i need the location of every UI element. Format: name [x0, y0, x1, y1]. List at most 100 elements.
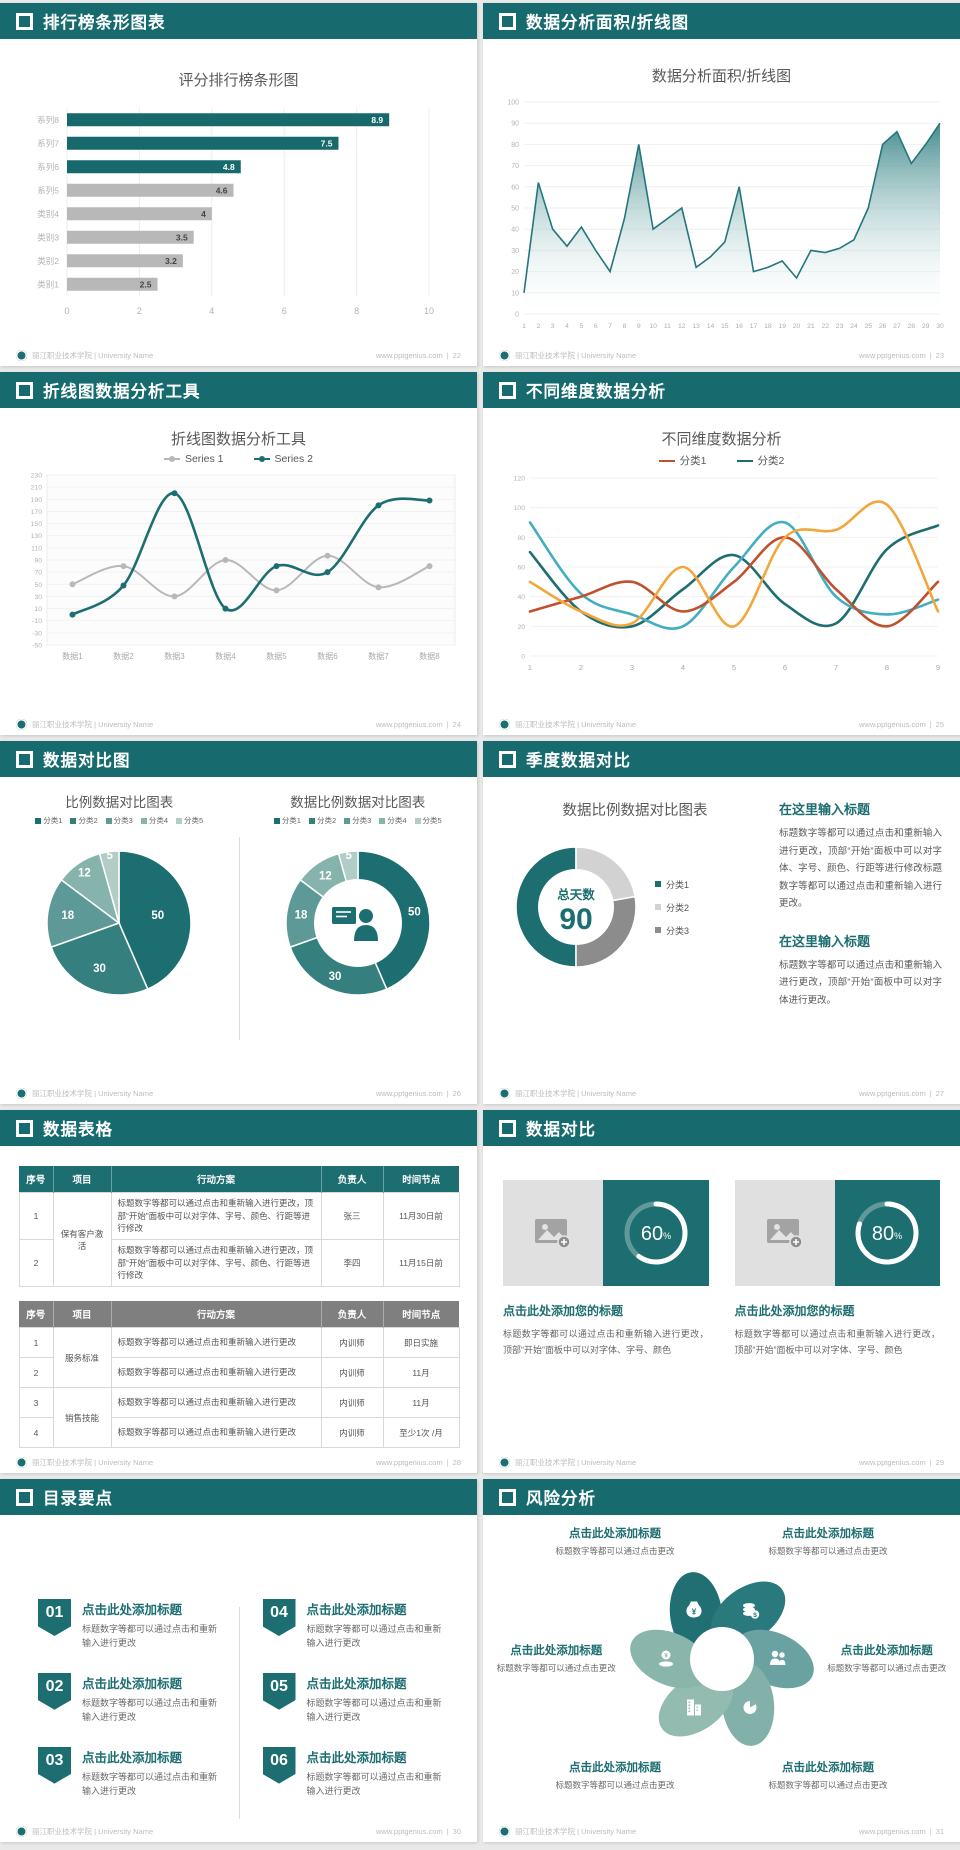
svg-text:18: 18 [62, 910, 75, 922]
square-bullet-icon [499, 1119, 516, 1137]
slide-26-pie-comparison[interactable]: 数据对比图 比例数据对比图表 分类1 分类2 分类3 分类4 分类5 50 30 1… [0, 741, 477, 1104]
svg-text:13: 13 [692, 323, 700, 330]
school-logo-icon [499, 350, 510, 361]
slide-31-risk-analysis[interactable]: 风险分析 点击此处添加标题 标题数字等都可以通过点击更改 点击此处添加标题 标题… [483, 1479, 960, 1842]
svg-text:类别4: 类别4 [37, 209, 59, 219]
slide-22-ranking-bar[interactable]: 排行榜条形图表 评分排行榜条形图 0 2 4 6 8 10 系列8 8.9 系列7 7.5 系列6 4… [0, 3, 477, 366]
legend-item: 分类4 [140, 815, 168, 826]
svg-text:7.5: 7.5 [320, 138, 332, 148]
svg-text:16: 16 [735, 323, 743, 330]
svg-text:-30: -30 [32, 630, 42, 637]
slide-25-multiline-chart[interactable]: 不同维度数据分析 不同维度数据分析 分类1 分类2 0 20 40 60 80 100 12… [483, 372, 960, 735]
item-body: 标题数字等都可以通过点击和重新输入进行更改 [306, 1697, 442, 1723]
svg-text:类别2: 类别2 [37, 256, 59, 266]
image-placeholder [734, 1180, 835, 1286]
progress-panel: 80% [834, 1180, 940, 1286]
chart-title: 数据比例数据对比图表 [290, 795, 426, 810]
svg-text:系列6: 系列6 [37, 162, 59, 172]
svg-text:17: 17 [749, 323, 757, 330]
action-plan-table-1: 序号 项目 行动方案 负责人 时间节点 1 保有客户激活 标题数字等都可以通过点… [18, 1166, 460, 1287]
slide-23-area-chart[interactable]: 数据分析面积/折线图 数据分析面积/折线图 0 10 20 30 40 50 60 70 80 9… [483, 3, 960, 366]
svg-text:类别1: 类别1 [37, 279, 59, 289]
chart-legend: 分类1 分类2 分类3 分类4 分类5 [239, 815, 478, 826]
slide-footer: 丽江职业技术学院 | University Name www.pptgenius… [499, 1088, 944, 1099]
slide-content: 不同维度数据分析 分类1 分类2 0 20 40 60 80 100 120 1 2 3 4 5 6 7 8… [483, 408, 960, 711]
school-logo-icon [16, 719, 27, 730]
svg-text:系列7: 系列7 [37, 138, 59, 148]
number-badge: 02 [38, 1672, 71, 1710]
slide-title: 数据对比图 [43, 752, 131, 770]
svg-text:15: 15 [721, 323, 729, 330]
risk-block: 点击此处添加标题 标题数字等都可以通过点击更改 [517, 1759, 713, 1793]
svg-text:26: 26 [878, 323, 886, 330]
card-heading: 点击此处添加您的标题 [734, 1304, 855, 1318]
page-number: 23 [935, 351, 944, 360]
footer-site: www.pptgenius.com [376, 1089, 443, 1098]
svg-text:9: 9 [935, 663, 939, 672]
slide-title: 数据对比 [526, 1121, 596, 1139]
slide-title: 排行榜条形图表 [43, 14, 166, 32]
legend-item: 分类3 [105, 815, 133, 826]
svg-text:18: 18 [294, 909, 307, 921]
svg-text:7: 7 [608, 323, 612, 330]
legend-item: 分类3 [655, 924, 689, 937]
block-body: 标题数字等都可以通过点击更改 [768, 1546, 888, 1556]
svg-text:90: 90 [511, 121, 519, 128]
risk-block: 点击此处添加标题 标题数字等都可以通过点击更改 [822, 1642, 953, 1676]
item-body: 标题数字等都可以通过点击和重新输入进行更改 [82, 1697, 218, 1723]
footer-site: www.pptgenius.com [859, 1089, 926, 1098]
svg-text:30: 30 [936, 323, 944, 330]
svg-text:系列5: 系列5 [37, 185, 59, 195]
svg-text:170: 170 [30, 509, 42, 516]
item-body: 标题数字等都可以通过点击和重新输入进行更改 [82, 1624, 218, 1649]
school-logo-icon [16, 1457, 27, 1468]
footer-site: www.pptgenius.com [859, 1458, 926, 1467]
slide-footer: 丽江职业技术学院 | University Name www.pptgenius… [499, 1826, 944, 1837]
svg-text:2: 2 [578, 663, 582, 672]
svg-text:6: 6 [782, 663, 786, 672]
slide-title: 数据分析面积/折线图 [526, 14, 690, 32]
svg-text:10: 10 [649, 323, 657, 330]
slide-header: 排行榜条形图表 [0, 3, 477, 39]
svg-text:4.6: 4.6 [215, 185, 227, 195]
square-bullet-icon [16, 381, 33, 399]
slide-24-line-chart[interactable]: 折线图数据分析工具 折线图数据分析工具 Series 1 Series 2 -5… [0, 372, 477, 735]
slide-27-quarter-donut[interactable]: 季度数据对比 数据比例数据对比图表 总天数 90 分类1 分类2 分类3 在这里输… [483, 741, 960, 1104]
svg-text:30: 30 [511, 248, 519, 255]
svg-text:0: 0 [521, 654, 525, 661]
svg-text:6: 6 [593, 323, 597, 330]
slide-content: 序号 项目 行动方案 负责人 时间节点 1 保有客户激活 标题数字等都可以通过点… [0, 1146, 477, 1449]
slide-28-data-tables[interactable]: 数据表格 序号 项目 行动方案 负责人 时间节点 1 保有 [0, 1110, 477, 1473]
svg-text:数据1: 数据1 [62, 651, 83, 661]
svg-text:30: 30 [328, 971, 341, 983]
block-body: 标题数字等都可以通过点击更改 [496, 1662, 616, 1673]
column-header: 序号 [19, 1301, 53, 1328]
svg-text:10: 10 [511, 290, 519, 297]
svg-text:14: 14 [706, 323, 714, 330]
risk-block: 点击此处添加标题 标题数字等都可以通过点击更改 [517, 1525, 713, 1559]
svg-text:总天数: 总天数 [557, 887, 595, 902]
svg-text:数据8: 数据8 [419, 651, 440, 661]
svg-text:29: 29 [921, 323, 929, 330]
svg-text:3: 3 [550, 323, 554, 330]
column-header: 行动方案 [110, 1301, 321, 1328]
slide-title: 风险分析 [526, 1490, 596, 1508]
square-bullet-icon [499, 750, 516, 768]
legend-item: 分类1 [35, 815, 62, 826]
square-bullet-icon [16, 12, 33, 30]
legend-item: 分类2 [70, 815, 98, 826]
svg-text:3.2: 3.2 [165, 256, 177, 266]
svg-text:20: 20 [792, 323, 800, 330]
slide-29-progress-compare[interactable]: 数据对比 60% [483, 1110, 960, 1473]
block-body: 标题数字等都可以通过点击和重新输入进行更改，顶部“开始”面板中可以对字体进行更改… [779, 959, 942, 1006]
footer-site: www.pptgenius.com [376, 720, 443, 729]
slide-header: 风险分析 [483, 1479, 960, 1515]
square-bullet-icon [16, 1119, 33, 1137]
legend-item: 分类5 [414, 815, 442, 826]
card-body: 标题数字等都可以通过点击和重新输入进行更改，顶部“开始”面板中可以对字体、字号、… [503, 1329, 709, 1356]
svg-text:数据5: 数据5 [266, 651, 287, 661]
item-heading: 点击此处添加标题 [306, 1676, 407, 1691]
slide-30-toc-points[interactable]: 目录要点 01 点击此处添加标题 标题数字等都可以通过点击和重新输入进行更改 02… [0, 1479, 477, 1842]
